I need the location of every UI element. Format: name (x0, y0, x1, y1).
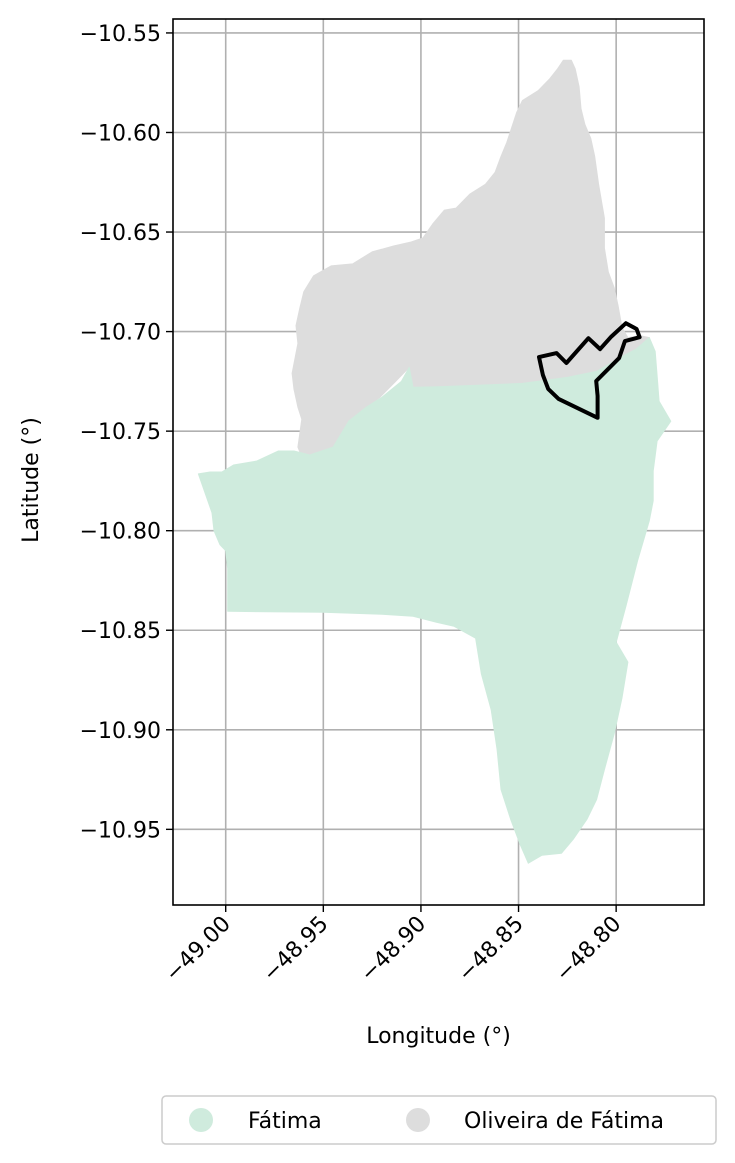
legend: Fátima Oliveira de Fátima (162, 1096, 716, 1144)
legend-marker-oliveira-de-fatima (406, 1108, 430, 1132)
x-tick-label-4: −48.80 (551, 912, 626, 987)
y-tick-label-4: −10.75 (80, 420, 161, 445)
y-tick-label-1: −10.60 (80, 121, 161, 146)
x-tick-label-0: −49.00 (161, 912, 236, 987)
region-fatima (198, 338, 670, 864)
x-tick-label-1: −48.95 (258, 912, 333, 987)
legend-marker-fatima (189, 1108, 213, 1132)
y-tick-label-8: −10.95 (80, 818, 161, 843)
y-tick-label-5: −10.80 (80, 520, 161, 545)
legend-label-fatima: Fátima (248, 1109, 322, 1134)
y-axis-label: Latitude (°) (19, 417, 44, 543)
legend-label-oliveira-de-fatima: Oliveira de Fátima (464, 1109, 664, 1134)
x-axis-label: Longitude (°) (366, 1024, 511, 1049)
y-tick-label-6: −10.85 (80, 619, 161, 644)
y-tick-label-7: −10.90 (80, 719, 161, 744)
x-tick-label-3: −48.85 (454, 912, 529, 987)
y-tick-label-0: −10.55 (80, 22, 161, 47)
y-tick-label-2: −10.65 (80, 221, 161, 246)
region-polygons (198, 60, 670, 863)
y-tick-label-3: −10.70 (80, 321, 161, 346)
x-tick-label-2: −48.90 (356, 912, 431, 987)
